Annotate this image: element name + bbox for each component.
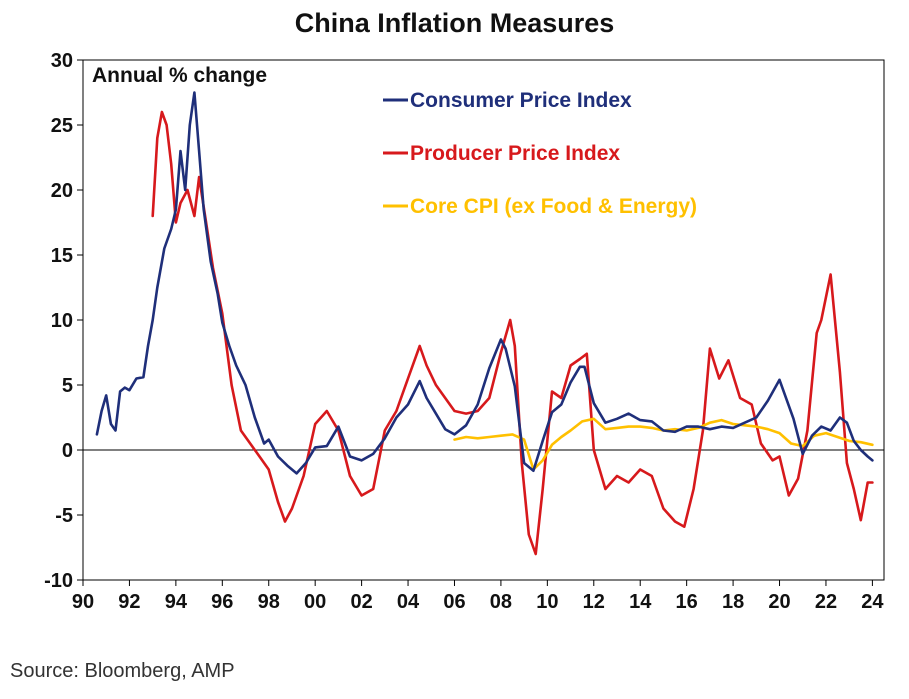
x-axis: 90 92 94 96 98 00 02 04 06 08 10 12 14 16 18 20 22 24 bbox=[72, 580, 884, 613]
x-tick-label: 90 bbox=[72, 591, 94, 613]
chart-title: China Inflation Measures bbox=[294, 8, 615, 38]
y-axis: 30 25 20 15 10 5 0 -5 -10 bbox=[44, 50, 83, 592]
y-tick-label: 30 bbox=[51, 50, 73, 72]
x-tick-label: 10 bbox=[536, 591, 558, 613]
x-tick-label: 00 bbox=[304, 591, 326, 613]
x-tick-label: 18 bbox=[722, 591, 744, 613]
y-tick-label: 0 bbox=[62, 440, 73, 462]
series-line-consumer-price-index bbox=[95, 91, 874, 475]
legend: Consumer Price Index Producer Price Index… bbox=[383, 89, 697, 218]
x-tick-label: 20 bbox=[768, 591, 790, 613]
y-tick-label: 10 bbox=[51, 310, 73, 332]
x-tick-label: 04 bbox=[397, 591, 420, 613]
legend-label: Core CPI (ex Food & Energy) bbox=[410, 195, 697, 218]
plot-border bbox=[82, 59, 885, 581]
series-layer bbox=[95, 91, 874, 556]
legend-label: Producer Price Index bbox=[410, 142, 620, 165]
y-tick-label: -5 bbox=[55, 505, 73, 527]
x-tick-label: 08 bbox=[490, 591, 512, 613]
series-line-core-cpi-ex-food-energy bbox=[453, 417, 874, 471]
source-note: Source: Bloomberg, AMP bbox=[10, 660, 235, 682]
x-tick-label: 24 bbox=[861, 591, 884, 613]
y-tick-label: 15 bbox=[51, 245, 73, 267]
x-tick-label: 06 bbox=[443, 591, 465, 613]
x-tick-label: 02 bbox=[350, 591, 372, 613]
y-tick-label: 20 bbox=[51, 180, 73, 202]
series-line-producer-price-index bbox=[151, 110, 874, 556]
y-tick-label: 5 bbox=[62, 375, 73, 397]
y-tick-label: 25 bbox=[51, 115, 73, 137]
x-tick-label: 96 bbox=[211, 591, 233, 613]
x-tick-label: 98 bbox=[258, 591, 280, 613]
legend-label: Consumer Price Index bbox=[410, 89, 632, 112]
y-axis-label: Annual % change bbox=[92, 64, 267, 87]
plot-area bbox=[82, 59, 885, 581]
x-tick-label: 22 bbox=[815, 591, 837, 613]
x-tick-label: 92 bbox=[118, 591, 140, 613]
x-tick-label: 94 bbox=[165, 591, 188, 613]
x-tick-label: 16 bbox=[676, 591, 698, 613]
y-tick-label: -10 bbox=[44, 570, 73, 592]
x-tick-label: 14 bbox=[629, 591, 652, 613]
x-tick-label: 12 bbox=[583, 591, 605, 613]
